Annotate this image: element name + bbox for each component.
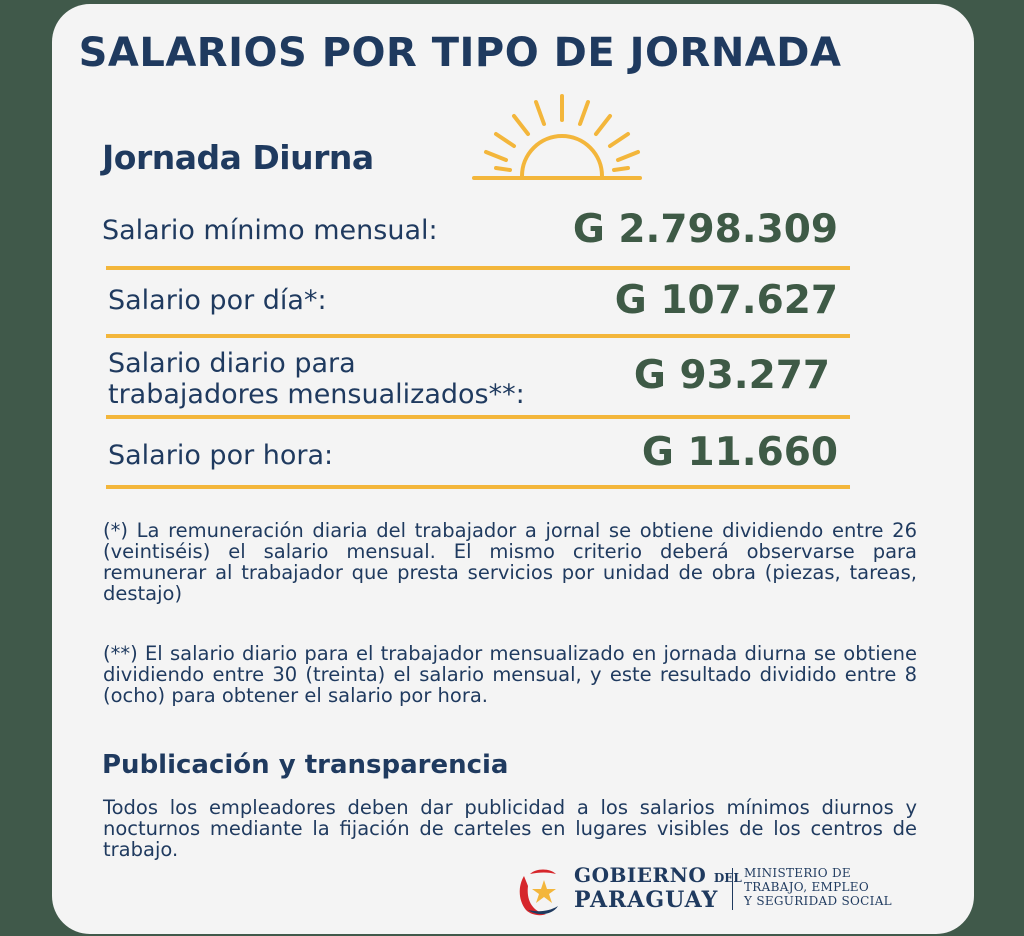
sun-icon [472, 94, 642, 180]
row-label-daily: Salario por día*: [108, 285, 327, 316]
paraguay-text: PARAGUAY [574, 887, 719, 913]
ministerio-line3: Y SEGURIDAD SOCIAL [744, 894, 892, 908]
footer-separator [732, 868, 733, 910]
salary-card [52, 4, 974, 934]
row-divider [106, 415, 850, 419]
gobierno-text: GOBIERNO [574, 863, 707, 887]
row-label-monthly-workers-line2: trabajadores mensualizados**: [108, 379, 525, 410]
row-value-hourly: G 11.660 [641, 430, 838, 475]
section-title: Jornada Diurna [102, 138, 374, 177]
publication-text: Todos los empleadores deben dar publicid… [103, 796, 917, 861]
row-label-monthly-workers-line1: Salario diario para [108, 348, 356, 379]
ministerio-wordmark: MINISTERIO DE TRABAJO, EMPLEO Y SEGURIDA… [744, 866, 892, 908]
row-value-monthly-minimum: G 2.798.309 [572, 207, 838, 252]
row-label-monthly-minimum: Salario mínimo mensual: [102, 215, 438, 246]
publication-title: Publicación y transparencia [102, 750, 509, 780]
row-value-monthly-workers: G 93.277 [633, 353, 830, 398]
gobierno-paraguay-wordmark: GOBIERNO DEL PARAGUAY [574, 864, 742, 911]
paraguay-star-logo-icon [519, 869, 558, 916]
footnote-daily: (*) La remuneración diaria del trabajado… [103, 519, 917, 605]
row-value-daily: G 107.627 [614, 278, 838, 323]
row-label-hourly: Salario por hora: [108, 440, 334, 471]
ministerio-line1: MINISTERIO DE [744, 866, 851, 880]
footnote-monthly: (**) El salario diario para el trabajado… [103, 642, 917, 707]
page-title: SALARIOS POR TIPO DE JORNADA [78, 30, 842, 76]
row-divider [106, 485, 850, 489]
row-divider [106, 334, 850, 338]
row-divider [106, 266, 850, 270]
del-text: DEL [713, 871, 742, 885]
ministerio-line2: TRABAJO, EMPLEO [744, 880, 869, 894]
